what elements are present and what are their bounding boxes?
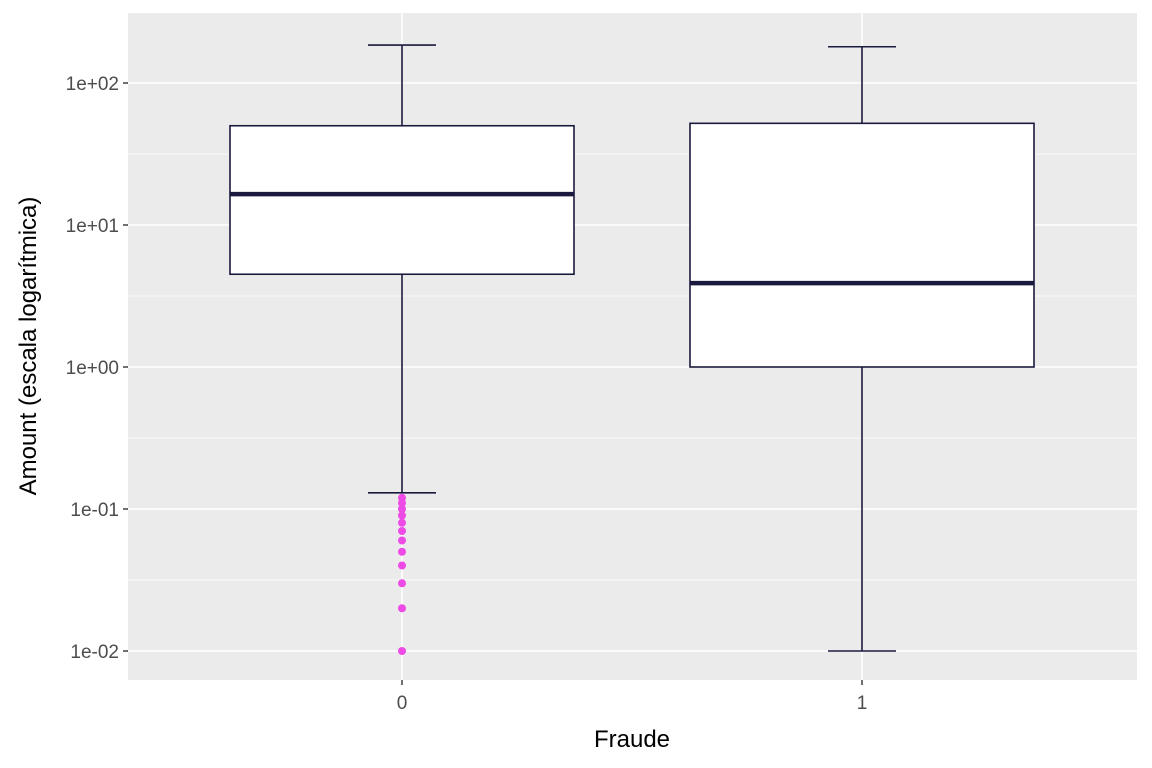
outlier-point [398, 561, 406, 570]
boxes-layer [229, 44, 1035, 655]
y-axis-title: Amount (escala logarítmica) [15, 197, 42, 496]
y-tick-label: 1e+00 [66, 358, 119, 379]
outlier-point [398, 499, 406, 508]
outlier-point [398, 547, 406, 556]
outlier-point [398, 511, 406, 520]
box-iqr [229, 124, 575, 276]
y-axis: 1e-02 1e-01 1e+00 1e+01 1e+02 [66, 74, 128, 663]
box-iqr [689, 122, 1035, 368]
outlier-point [398, 536, 406, 545]
outlier-point [398, 518, 406, 527]
x-tick-label: 0 [397, 693, 408, 714]
box-group-0 [229, 44, 575, 655]
x-tick-label: 1 [857, 693, 868, 714]
outlier-point [398, 505, 406, 513]
box-group-1 [689, 45, 1035, 652]
y-tick-label: 1e-02 [70, 642, 119, 663]
x-axis-title: Fraude [594, 726, 670, 753]
y-tick-label: 1e+01 [66, 216, 119, 237]
y-tick-label: 1e+02 [66, 74, 119, 95]
outlier-point [398, 647, 406, 655]
outlier-point [398, 604, 406, 613]
outlier-point [398, 579, 406, 588]
y-tick-label: 1e-01 [70, 500, 119, 521]
outlier-point [398, 526, 406, 535]
